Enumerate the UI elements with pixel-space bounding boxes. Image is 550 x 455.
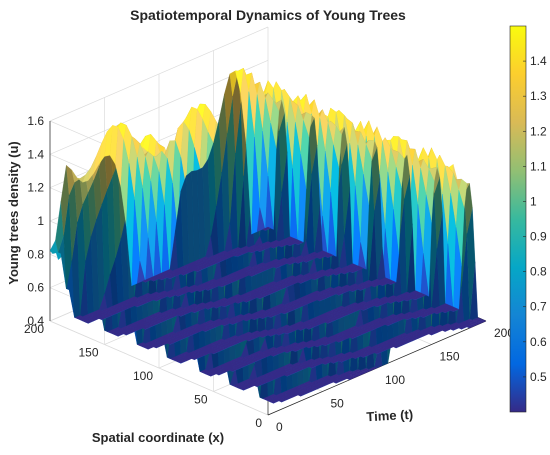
spatial-tick-label: 100	[133, 369, 153, 383]
chart-title: Spatiotemporal Dynamics of Young Trees	[130, 7, 406, 23]
spatial-tick-label: 50	[194, 393, 208, 407]
z-tick-label: 0.8	[27, 247, 44, 261]
time-tick-label: 100	[385, 373, 405, 387]
colorbar-tick-label: 0.8	[530, 265, 547, 279]
spatial-tick-label: 0	[255, 416, 262, 430]
colorbar-tick-label: 0.6	[530, 335, 547, 349]
colorbar-tick-label: 0.7	[530, 300, 547, 314]
colorbar-ticks: 0.5 0.6 0.7 0.8 0.9 1 1.1 1.2 1.3 1.4	[523, 54, 547, 384]
spatial-tick-label: 200	[24, 322, 44, 336]
z-axis-label: Young trees density (u)	[6, 141, 21, 285]
colorbar-tick-label: 1.2	[530, 124, 547, 138]
colorbar-tick-label: 1.4	[530, 54, 547, 68]
colorbar-gradient	[509, 25, 527, 413]
z-tick-label: 1.4	[27, 147, 44, 161]
z-tick-label: 0.6	[27, 281, 44, 295]
time-axis-label: Time (t)	[366, 407, 413, 424]
colorbar-tick-label: 1.1	[530, 159, 547, 173]
time-tick-label: 50	[331, 397, 345, 411]
spatial-tick-label: 150	[78, 346, 98, 360]
colorbar-tick-label: 0.5	[530, 370, 547, 384]
time-tick-label: 150	[440, 350, 460, 364]
z-tick-label: 1.6	[27, 114, 44, 128]
colorbar-tick-label: 0.9	[530, 230, 547, 244]
colorbar-tick-label: 1.3	[530, 89, 547, 103]
surface-plot	[49, 67, 487, 404]
time-tick-label: 0	[276, 420, 283, 434]
colorbar-tick-label: 1	[530, 194, 537, 208]
z-tick-label: 1.2	[27, 181, 44, 195]
z-tick-label: 1	[37, 214, 44, 228]
spatial-axis-label: Spatial coordinate (x)	[92, 430, 224, 445]
colorbar: 0.5 0.6 0.7 0.8 0.9 1 1.1 1.2 1.3 1.4	[509, 25, 547, 413]
